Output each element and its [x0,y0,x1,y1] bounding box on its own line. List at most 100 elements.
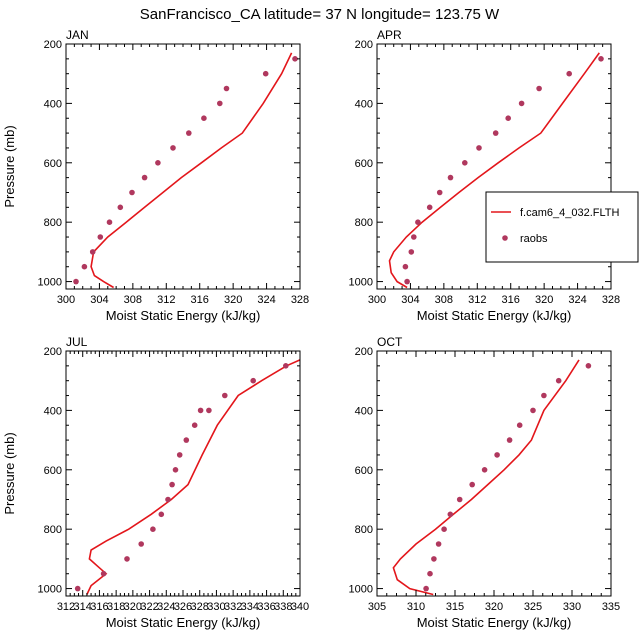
obs-point-oct [481,467,488,473]
model-line-jan [90,52,293,289]
legend-obs-swatch [502,235,508,241]
x-tick-label-jul: 340 [291,601,309,613]
plot-frame-jul [65,350,301,597]
legend-obs-label: raobs [520,233,548,245]
obs-point-jan [201,115,207,121]
y-tick-label-jul: 200 [44,346,62,358]
x-tick-label-oct: 325 [524,601,542,613]
model-line-oct [392,359,580,596]
panel-label-jan: JAN [66,28,89,42]
obs-point-oct [441,526,447,532]
x-tick-label-jan: 316 [191,294,209,306]
obs-point-jan [81,263,88,270]
obs-point-apr [408,249,415,255]
legend-box [485,191,639,263]
x-tick-label-jan: 320 [224,294,242,306]
obs-point-oct [431,556,437,562]
model-line-apr [388,52,600,289]
y-tick-label-jan: 800 [44,217,62,229]
panel-oct: OCT 305 310 315 320 325 330 335 200 400 600 800 1000… [349,335,621,630]
x-tick-label-jan: 312 [157,294,175,306]
x-tick-label-apr: 312 [468,294,486,306]
obs-point-oct [435,541,442,547]
obs-point-jul [191,422,198,429]
obs-point-apr [536,85,542,92]
x-axis-label-jan: Moist Static Energy (kJ/kg) [106,308,261,323]
x-tick-label-apr: 300 [368,294,386,306]
obs-point-oct [447,511,454,518]
obs-point-apr [436,189,443,196]
obs-point-jan [292,56,298,62]
obs-point-jul [138,541,144,547]
obs-point-jul [172,467,179,473]
obs-point-jan [117,204,124,211]
plot-frame-jan [65,43,301,290]
panel-jul: JUL3123143163183203223243263283303323343… [2,335,309,630]
obs-point-jul [100,570,107,577]
y-tick-label-oct: 1000 [349,584,373,596]
obs-point-oct [427,570,433,577]
y-tick-label-jul: 600 [44,465,62,477]
x-tick-label-jul: 314 [74,601,92,613]
x-tick-label-jul: 330 [207,601,225,613]
x-tick-label-oct: 335 [602,601,620,613]
obs-point-oct [555,377,562,384]
obs-point-apr [404,278,410,285]
obs-point-apr [411,234,417,240]
x-tick-label-oct: 320 [485,601,503,613]
obs-point-jul [165,496,171,503]
x-tick-label-jul: 334 [241,601,259,613]
x-tick-label-jul: 338 [274,601,292,613]
x-tick-label-oct: 330 [563,601,581,613]
x-tick-label-apr: 308 [435,294,453,306]
obs-point-jan [106,219,113,225]
obs-point-jan [129,189,135,196]
obs-point-apr [598,56,604,62]
x-tick-label-jul: 328 [191,601,209,613]
obs-point-oct [516,422,523,429]
obs-point-oct [585,363,592,369]
x-tick-label-jan: 324 [257,294,275,306]
plot-frame-oct [376,350,612,597]
obs-point-jan [170,145,176,151]
obs-point-apr [566,70,572,77]
obs-point-jan [155,160,161,166]
obs-point-apr [476,145,482,151]
x-tick-label-jul: 320 [124,601,142,613]
x-tick-label-jan: 304 [90,294,108,306]
obs-point-oct [469,481,476,488]
legend-model-label: f.cam6_4_032.FLTH [520,207,620,219]
y-tick-label-apr: 800 [355,217,373,229]
x-tick-label-oct: 305 [368,601,386,613]
obs-point-oct [530,407,536,414]
x-tick-label-jul: 312 [57,601,75,613]
x-tick-label-apr: 320 [535,294,553,306]
x-tick-label-jul: 324 [157,601,175,613]
obs-point-oct [541,392,547,399]
y-tick-label-jan: 200 [44,39,62,51]
x-tick-label-jan: 308 [124,294,142,306]
obs-point-jan [262,70,269,77]
panel-label-jul: JUL [66,335,88,349]
x-tick-label-apr: 328 [602,294,620,306]
obs-point-apr [447,174,454,181]
figure-title: SanFrancisco_CA latitude= 37 N longitude… [140,6,500,23]
x-tick-label-jul: 326 [174,601,192,613]
y-tick-label-oct: 800 [355,524,373,536]
x-tick-label-oct: 315 [446,601,464,613]
panels: JAN 300 304 308 312 316 320 324 328 200 400 600 800 1… [2,28,620,630]
obs-point-apr [402,263,409,270]
obs-point-oct [456,496,463,503]
panel-apr: APR 300 304 308 312 316 320 324 328 200 400 600 800 1… [349,28,621,323]
obs-point-jan [89,249,96,255]
panel-label-oct: OCT [377,335,403,349]
y-axis-label-jan: Pressure (mb) [2,125,17,207]
y-tick-label-apr: 200 [355,39,373,51]
y-tick-label-oct: 200 [355,346,373,358]
panel-label-apr: APR [377,28,402,42]
obs-point-jul [176,452,183,458]
y-tick-label-apr: 400 [355,98,373,110]
obs-point-jan [217,100,223,107]
obs-point-jul [206,407,212,414]
